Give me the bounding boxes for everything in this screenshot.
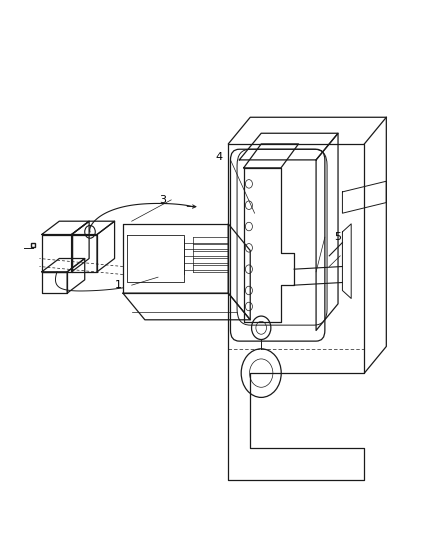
Text: 3: 3 xyxy=(159,195,166,205)
Text: 1: 1 xyxy=(115,280,122,290)
Text: 5: 5 xyxy=(334,232,341,242)
Text: 4: 4 xyxy=(215,152,223,162)
